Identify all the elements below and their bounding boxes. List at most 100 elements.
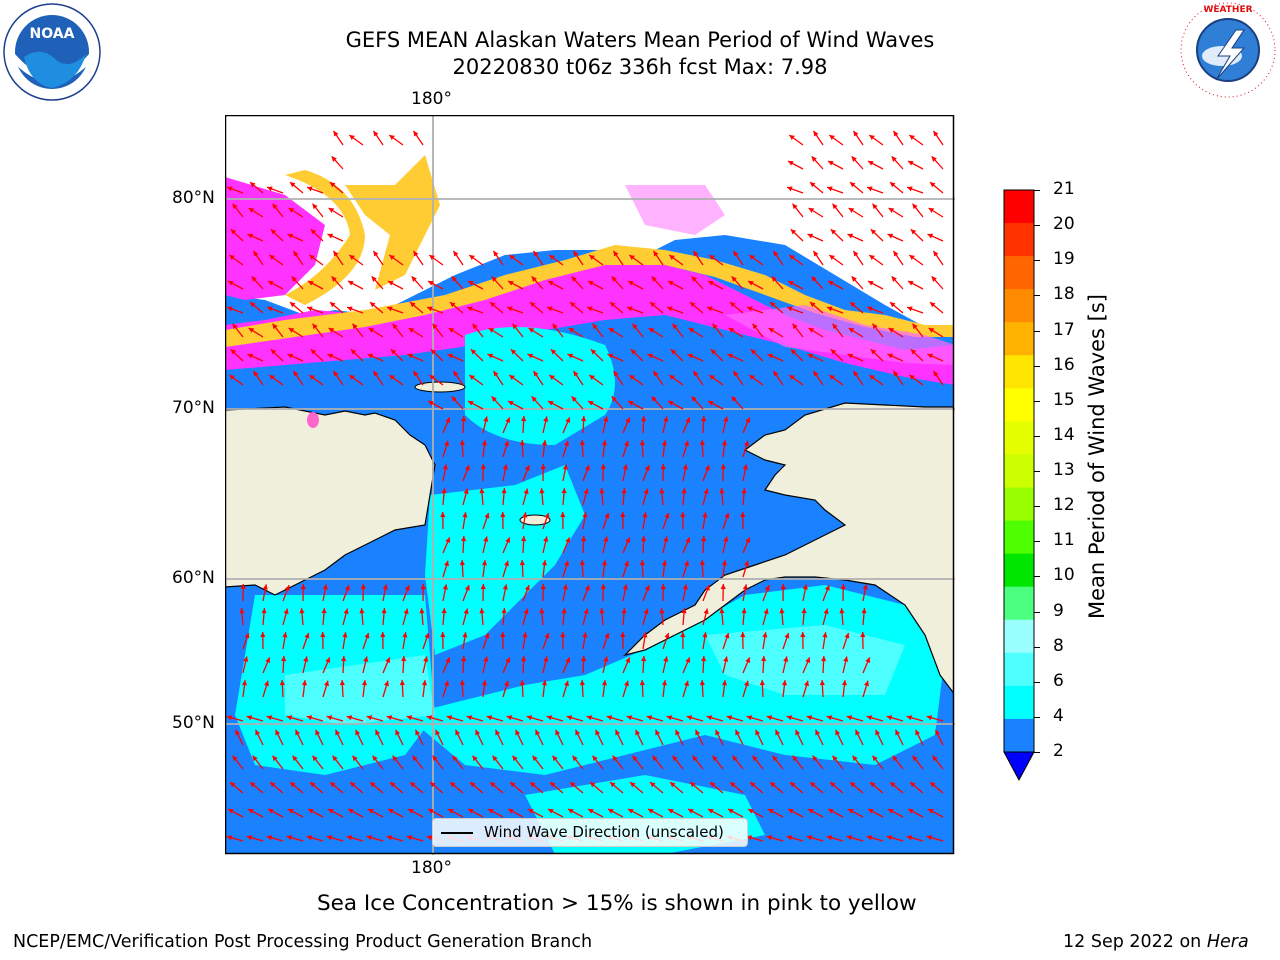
wind-wave-arrow-head bbox=[789, 135, 795, 141]
wind-wave-arrow-head bbox=[789, 255, 795, 261]
colorbar-segment bbox=[1004, 487, 1034, 522]
wind-wave-arrow-head bbox=[624, 440, 629, 447]
wind-wave-arrow-head bbox=[246, 835, 253, 841]
wind-wave-arrow-head bbox=[928, 327, 935, 333]
wind-wave-arrow-head bbox=[624, 680, 629, 687]
wind-wave-arrow-head bbox=[792, 203, 798, 210]
wind-wave-arrow-head bbox=[566, 715, 573, 721]
wind-wave-arrow-head bbox=[826, 835, 833, 841]
wind-wave-arrow-head bbox=[349, 135, 355, 141]
wind-wave-arrow-head bbox=[504, 440, 509, 447]
wind-wave-arrow-head bbox=[440, 512, 446, 518]
wind-wave-arrow-head bbox=[386, 835, 393, 841]
wind-wave-arrow-head bbox=[267, 809, 274, 814]
wind-wave-arrow-head bbox=[891, 156, 897, 162]
wind-wave-arrow-head bbox=[267, 281, 274, 286]
wind-wave-arrow-head bbox=[467, 809, 474, 814]
wind-wave-arrow-head bbox=[724, 512, 730, 519]
wind-wave-arrow-head bbox=[804, 680, 809, 687]
wind-wave-arrow-head bbox=[442, 464, 448, 470]
wind-wave-arrow-head bbox=[727, 809, 734, 814]
wind-wave-arrow-head bbox=[459, 560, 465, 566]
colorbar-tick-mark bbox=[1034, 752, 1040, 753]
wind-wave-arrow-head bbox=[787, 186, 793, 192]
wind-wave-arrow-head bbox=[660, 464, 666, 470]
wind-wave-arrow-head bbox=[480, 584, 486, 590]
wind-wave-arrow-head bbox=[335, 729, 341, 736]
wind-wave-arrow-head bbox=[684, 440, 689, 447]
wind-wave-arrow-head bbox=[693, 250, 699, 257]
wind-wave-arrow-head bbox=[849, 782, 856, 788]
wind-wave-arrow-head bbox=[547, 401, 554, 406]
colorbar-segment bbox=[1004, 718, 1034, 753]
wind-wave-arrow-head bbox=[589, 255, 595, 261]
wind-wave-arrow-head bbox=[848, 327, 855, 333]
wind-wave-arrow-head bbox=[689, 302, 696, 308]
wind-wave-arrow-head bbox=[827, 161, 834, 166]
wind-wave-arrow-head bbox=[747, 809, 754, 814]
wind-wave-arrow-head bbox=[315, 729, 321, 736]
colorbar-tick-mark bbox=[1034, 576, 1040, 578]
wind-wave-arrow-head bbox=[809, 782, 816, 788]
wind-wave-arrow-head bbox=[611, 276, 617, 282]
wind-wave-arrow-head bbox=[764, 585, 770, 591]
wind-wave-arrow-head bbox=[813, 250, 819, 257]
map-frame bbox=[225, 115, 955, 855]
wind-wave-arrow-head bbox=[289, 782, 296, 788]
wind-wave-arrow-head bbox=[565, 657, 571, 663]
lat-label-70n: 70°N bbox=[172, 398, 215, 418]
wind-wave-arrow-head bbox=[349, 375, 355, 381]
wind-wave-arrow-head bbox=[549, 782, 556, 788]
wind-wave-arrow-head bbox=[541, 680, 548, 686]
wind-wave-arrow-head bbox=[855, 729, 861, 736]
wind-wave-arrow-head bbox=[267, 306, 273, 312]
colorbar-segment bbox=[1004, 256, 1034, 290]
wind-wave-arrow-head bbox=[682, 584, 688, 590]
wind-wave-arrow-head bbox=[564, 560, 569, 567]
wind-wave-arrow-head bbox=[699, 680, 705, 686]
wind-wave-arrow-head bbox=[501, 608, 507, 614]
wind-wave-arrow-head bbox=[544, 632, 550, 639]
footer-host: Hera bbox=[1206, 932, 1249, 952]
colorbar-tick-label: 2 bbox=[1053, 741, 1064, 761]
wind-wave-arrow-head bbox=[745, 417, 751, 423]
wind-wave-arrow-head bbox=[693, 370, 699, 377]
wind-wave-arrow-head bbox=[584, 585, 590, 591]
wind-wave-arrow-head bbox=[769, 302, 776, 308]
wind-wave-arrow-head bbox=[283, 608, 289, 615]
wind-wave-arrow-head bbox=[832, 755, 838, 762]
wind-wave-arrow-head bbox=[627, 281, 634, 286]
wind-wave-arrow-head bbox=[809, 302, 816, 308]
wind-wave-arrow-head bbox=[445, 417, 451, 423]
wind-wave-arrow-head bbox=[470, 349, 477, 355]
wind-wave-arrow-head bbox=[382, 584, 388, 590]
wind-wave-arrow-head bbox=[709, 782, 716, 788]
wind-wave-arrow-head bbox=[521, 536, 527, 542]
wind-wave-arrow-head bbox=[769, 782, 776, 788]
wind-wave-arrow-head bbox=[583, 608, 589, 615]
wind-wave-arrow-head bbox=[822, 632, 828, 638]
wind-wave-arrow-head bbox=[830, 349, 837, 355]
colorbar-tick-label: 20 bbox=[1053, 214, 1075, 235]
wind-wave-arrow-head bbox=[541, 560, 548, 566]
wind-wave-arrow-head bbox=[587, 401, 594, 406]
wind-wave-arrow-head bbox=[270, 349, 277, 355]
wind-wave-arrow-head bbox=[284, 585, 290, 591]
wind-wave-arrow-head bbox=[886, 835, 893, 841]
wind-wave-arrow-head bbox=[779, 608, 785, 614]
wind-wave-arrow-head bbox=[929, 302, 936, 308]
lon-label-bottom: 180° bbox=[411, 858, 452, 878]
wind-wave-arrow-head bbox=[512, 755, 518, 762]
wind-wave-arrow-head bbox=[260, 632, 266, 638]
wind-wave-arrow-head bbox=[907, 161, 914, 166]
wind-wave-arrow-head bbox=[507, 809, 514, 814]
wind-wave-arrow-head bbox=[613, 370, 619, 377]
wind-wave-arrow-head bbox=[630, 349, 637, 355]
wind-wave-arrow-head bbox=[641, 656, 647, 662]
wind-wave-arrow-head bbox=[926, 715, 933, 721]
wind-wave-arrow-head bbox=[539, 608, 545, 614]
wind-wave-arrow-head bbox=[843, 656, 849, 662]
wind-wave-arrow-head bbox=[829, 782, 836, 788]
wind-wave-arrow-head bbox=[744, 560, 749, 567]
wind-wave-arrow-head bbox=[741, 488, 747, 494]
